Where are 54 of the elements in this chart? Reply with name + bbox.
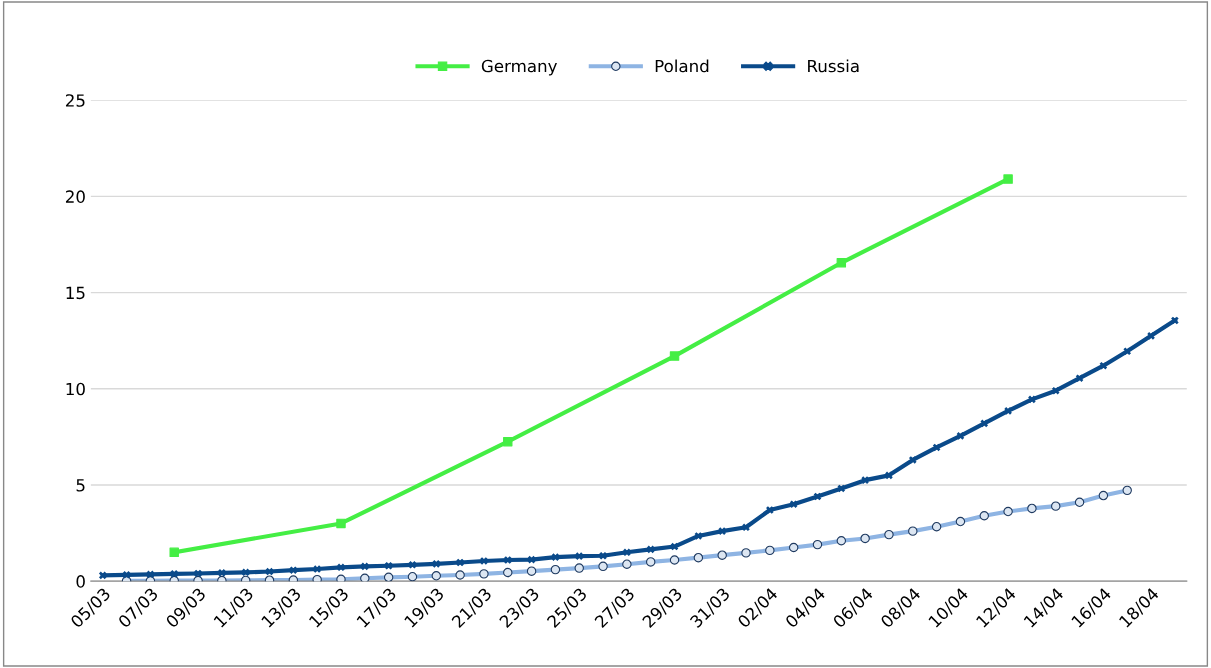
point [313,565,321,573]
y-tick-label: 10 [66,382,85,396]
legend-label: Russia [808,59,859,73]
point [789,500,798,509]
point [575,552,584,560]
point [623,548,631,557]
point [194,569,202,578]
point [408,561,417,569]
point [932,443,941,452]
point [599,551,607,560]
point [837,484,846,493]
point [1123,347,1132,356]
point [170,570,179,578]
point [908,456,917,464]
point [956,432,965,440]
legend-label: Germany [481,59,557,76]
point [384,561,393,570]
legend-label: Poland [655,59,709,73]
point [527,555,536,564]
point [669,351,680,361]
point [694,532,703,540]
point [169,547,179,558]
point [337,563,345,572]
point [241,568,250,577]
y-tick-label: 5 [76,479,85,492]
point [742,523,750,532]
point [503,436,513,447]
point [551,553,560,561]
point [1099,361,1108,370]
y-tick-label: 20 [65,190,85,203]
point [432,560,441,568]
point [646,545,655,554]
point [1051,386,1060,395]
y-tick-label: 0 [76,575,85,588]
point [1171,316,1179,325]
point [766,506,774,514]
point [503,556,512,564]
point [980,419,989,428]
point [1075,374,1084,382]
point [98,571,107,580]
point [885,471,893,480]
y-tick-label: 15 [66,286,85,300]
point [361,562,369,571]
point [836,258,847,268]
point [122,571,131,579]
point [336,518,346,529]
point [1028,395,1036,404]
point [456,558,464,567]
y-tick-label: 25 [65,94,85,107]
point [1003,174,1013,184]
point [146,570,155,579]
point [289,566,298,574]
point [1147,332,1155,340]
point [718,527,726,535]
